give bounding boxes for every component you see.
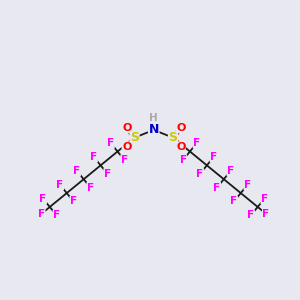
Text: F: F (107, 138, 114, 148)
Text: F: F (210, 152, 217, 162)
Text: O: O (176, 123, 185, 133)
Text: O: O (122, 142, 131, 152)
Text: F: F (70, 196, 77, 206)
Text: F: F (196, 169, 204, 179)
Text: N: N (148, 123, 159, 136)
Text: F: F (56, 180, 64, 190)
Text: F: F (39, 194, 46, 204)
Text: F: F (73, 166, 80, 176)
Text: F: F (104, 169, 111, 179)
Text: F: F (90, 152, 98, 162)
Text: O: O (122, 123, 131, 133)
Text: H: H (149, 112, 158, 123)
Text: F: F (180, 155, 187, 165)
Text: F: F (193, 138, 200, 148)
Text: F: F (230, 196, 238, 206)
Text: F: F (262, 209, 270, 219)
Text: F: F (227, 166, 234, 176)
Text: F: F (38, 209, 45, 219)
Text: F: F (87, 183, 94, 193)
Text: F: F (53, 210, 60, 220)
Text: F: F (247, 210, 254, 220)
Text: F: F (213, 183, 220, 193)
Text: F: F (121, 155, 128, 165)
Text: O: O (176, 142, 185, 152)
Text: S: S (130, 131, 139, 144)
Text: F: F (261, 194, 268, 204)
Text: F: F (244, 180, 251, 190)
Text: S: S (169, 131, 178, 144)
